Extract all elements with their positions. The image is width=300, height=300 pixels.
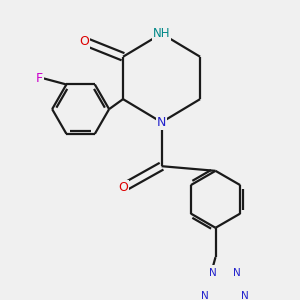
Text: N: N — [201, 291, 209, 300]
Text: N: N — [241, 291, 248, 300]
Text: N: N — [157, 116, 166, 129]
Text: O: O — [80, 35, 89, 48]
Text: O: O — [118, 181, 128, 194]
Text: NH: NH — [153, 27, 170, 40]
Text: N: N — [233, 268, 241, 278]
Text: N: N — [209, 268, 216, 278]
Text: F: F — [36, 72, 43, 85]
